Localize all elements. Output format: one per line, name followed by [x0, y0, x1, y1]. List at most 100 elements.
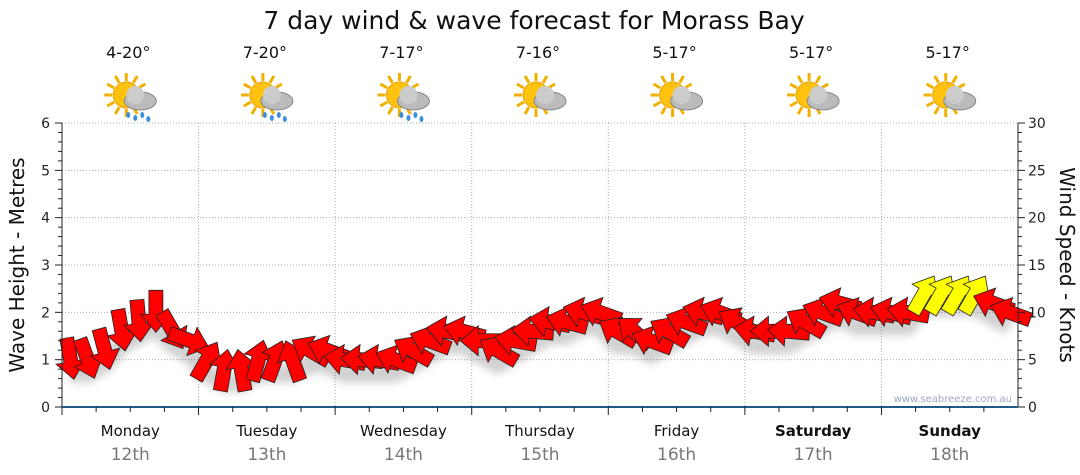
sun-ray [250, 75, 258, 84]
y-tick-right: 15 [1028, 258, 1046, 274]
cloud-puff [536, 86, 554, 104]
sun-cloud-icon [650, 73, 704, 117]
sun-ray [660, 106, 667, 115]
sun-ray [796, 75, 804, 84]
sun-ray [268, 75, 276, 84]
raindrop [419, 116, 424, 122]
day-name: Sunday [919, 422, 982, 440]
sun-ray [925, 82, 935, 90]
chart-title: 7 day wind & wave forecast for Morass Ba… [263, 6, 804, 35]
sun-ray [113, 75, 121, 84]
sun-ray [652, 82, 662, 90]
day-temp: 7-16° [516, 43, 560, 62]
wind-arrow [375, 344, 419, 375]
sun-cloud-icon [787, 73, 840, 117]
day-name: Saturday [775, 422, 852, 440]
sun-ray [660, 75, 667, 84]
raindrop [133, 115, 138, 121]
y-tick-left: 3 [41, 258, 50, 274]
wind-arrow [786, 307, 828, 340]
sun-ray [814, 75, 822, 84]
sun-ray [541, 75, 549, 84]
day-date: 14th [384, 445, 423, 465]
raindrop [140, 112, 145, 118]
day-date: 12th [111, 445, 150, 465]
sun-ray [933, 106, 941, 115]
day-temp: 7-17° [379, 43, 423, 62]
sun-ray [796, 106, 804, 115]
day-name: Wednesday [360, 422, 447, 440]
cloud-puff [809, 86, 828, 104]
day-date: 13th [247, 445, 286, 465]
wind-arrow [886, 296, 931, 328]
wind-arrows [55, 275, 1034, 393]
sun-cloud-rain-icon [240, 73, 294, 122]
sun-cloud-icon [514, 73, 567, 117]
y-axis-right-label: Wind Speed - Knots [1055, 167, 1079, 363]
day-temp: 5-17° [789, 43, 833, 62]
cloud-puff [262, 86, 281, 104]
wind-arrow [766, 315, 811, 347]
y-axis-left-label: Wave Height - Metres [5, 157, 29, 372]
wind-arrow [650, 316, 692, 349]
day-temp: 7-20° [243, 43, 287, 62]
raindrop [262, 112, 267, 118]
wind-arrow [545, 306, 590, 337]
y-tick-right: 25 [1028, 163, 1046, 179]
sun-ray [250, 106, 258, 115]
wind-arrow [802, 296, 846, 327]
wind-arrow [394, 335, 436, 368]
day-name: Monday [101, 422, 160, 440]
day-date: 15th [520, 445, 559, 465]
sun-ray [243, 82, 252, 90]
sun-ray [387, 75, 394, 84]
wind-arrow [990, 296, 1034, 327]
sun-ray [131, 75, 139, 84]
raindrop [146, 116, 151, 122]
cloud-puff [126, 86, 145, 104]
y-tick-right: 20 [1028, 211, 1046, 227]
sun-ray [106, 100, 115, 108]
wind-arrow [123, 298, 155, 343]
sun-ray [523, 75, 531, 84]
weather-icons: 4-20° 7-20° 7-17° 7-16° 5-17° 5-17° 5-17° [104, 43, 977, 122]
cloud-puff [672, 86, 691, 104]
raindrop [282, 116, 287, 122]
sun-ray [951, 75, 959, 84]
cloud-puff [945, 86, 964, 104]
raindrop [413, 112, 418, 118]
cloud-puff [399, 86, 418, 104]
sun-cloud-rain-icon [377, 73, 430, 122]
y-tick-right: 30 [1028, 116, 1046, 132]
raindrop [276, 112, 281, 118]
raindrop [399, 112, 404, 118]
watermark: www.seabreeze.com.au [894, 394, 1012, 405]
y-tick-right: 0 [1028, 400, 1037, 416]
y-tick-left: 1 [41, 353, 50, 369]
sun-ray [516, 100, 525, 108]
wind-arrow [510, 315, 555, 347]
day-name: Friday [654, 422, 700, 440]
sun-ray [516, 82, 525, 90]
sun-ray [106, 82, 115, 90]
sun-ray [933, 75, 941, 84]
sun-ray [243, 100, 252, 108]
sun-ray [789, 82, 798, 90]
sun-ray [789, 100, 798, 108]
sun-ray [523, 106, 531, 115]
sun-cloud-rain-icon [104, 73, 157, 122]
sun-ray [113, 106, 121, 115]
y-tick-left: 4 [41, 211, 50, 227]
y-tick-right: 10 [1028, 305, 1046, 321]
wind-arrow [89, 326, 121, 371]
axes: 0 1 2 3 4 5 6 0 5 10 15 20 25 30 Monday 12th Tuesday 13th… [41, 116, 1046, 465]
day-name: Thursday [504, 422, 575, 440]
sun-ray [678, 75, 685, 84]
sun-ray [379, 100, 389, 108]
wind-arrow [631, 325, 675, 356]
wind-arrow [166, 326, 210, 357]
day-temp: 4-20° [106, 43, 150, 62]
y-tick-left: 2 [41, 305, 50, 321]
